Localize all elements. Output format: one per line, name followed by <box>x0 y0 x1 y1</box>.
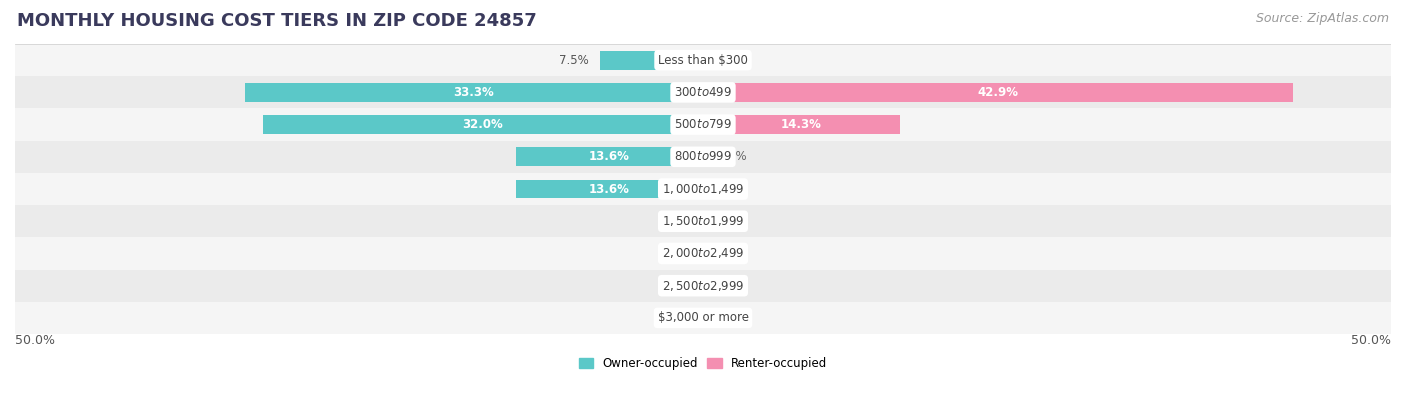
Bar <box>516 147 703 166</box>
Bar <box>15 108 1391 141</box>
Bar <box>15 270 1391 302</box>
Bar <box>15 302 1391 334</box>
Text: 0.0%: 0.0% <box>659 215 689 228</box>
Text: 0.0%: 0.0% <box>659 311 689 325</box>
Bar <box>15 141 1391 173</box>
Text: $800 to $999: $800 to $999 <box>673 150 733 164</box>
Text: 13.6%: 13.6% <box>589 150 630 164</box>
Text: 42.9%: 42.9% <box>977 86 1019 99</box>
Bar <box>15 205 1391 237</box>
Text: $3,000 or more: $3,000 or more <box>658 311 748 325</box>
Text: $2,000 to $2,499: $2,000 to $2,499 <box>662 247 744 261</box>
Text: 32.0%: 32.0% <box>463 118 503 131</box>
Text: 13.6%: 13.6% <box>589 183 630 195</box>
Bar <box>245 83 703 102</box>
Text: 50.0%: 50.0% <box>15 334 55 347</box>
Text: 0.0%: 0.0% <box>717 279 747 292</box>
Text: $300 to $499: $300 to $499 <box>673 86 733 99</box>
Text: 0.0%: 0.0% <box>717 150 747 164</box>
Text: $1,500 to $1,999: $1,500 to $1,999 <box>662 214 744 228</box>
Text: 7.5%: 7.5% <box>560 54 589 67</box>
Legend: Owner-occupied, Renter-occupied: Owner-occupied, Renter-occupied <box>574 352 832 374</box>
Bar <box>703 115 900 134</box>
Bar <box>15 44 1391 76</box>
Bar <box>15 173 1391 205</box>
Bar <box>703 83 1294 102</box>
Text: 0.0%: 0.0% <box>717 54 747 67</box>
Bar <box>600 51 703 69</box>
Text: 50.0%: 50.0% <box>1351 334 1391 347</box>
Text: 33.3%: 33.3% <box>454 86 495 99</box>
Bar <box>15 237 1391 270</box>
Text: MONTHLY HOUSING COST TIERS IN ZIP CODE 24857: MONTHLY HOUSING COST TIERS IN ZIP CODE 2… <box>17 12 537 30</box>
Text: Source: ZipAtlas.com: Source: ZipAtlas.com <box>1256 12 1389 25</box>
Text: Less than $300: Less than $300 <box>658 54 748 67</box>
Bar <box>516 180 703 198</box>
Bar <box>15 76 1391 108</box>
Text: $2,500 to $2,999: $2,500 to $2,999 <box>662 279 744 293</box>
Text: $1,000 to $1,499: $1,000 to $1,499 <box>662 182 744 196</box>
Text: 0.0%: 0.0% <box>717 183 747 195</box>
Text: 0.0%: 0.0% <box>717 311 747 325</box>
Text: 0.0%: 0.0% <box>717 247 747 260</box>
Text: 0.0%: 0.0% <box>659 247 689 260</box>
Text: 0.0%: 0.0% <box>717 215 747 228</box>
Text: 0.0%: 0.0% <box>659 279 689 292</box>
Text: $500 to $799: $500 to $799 <box>673 118 733 131</box>
Bar <box>263 115 703 134</box>
Text: 14.3%: 14.3% <box>780 118 823 131</box>
